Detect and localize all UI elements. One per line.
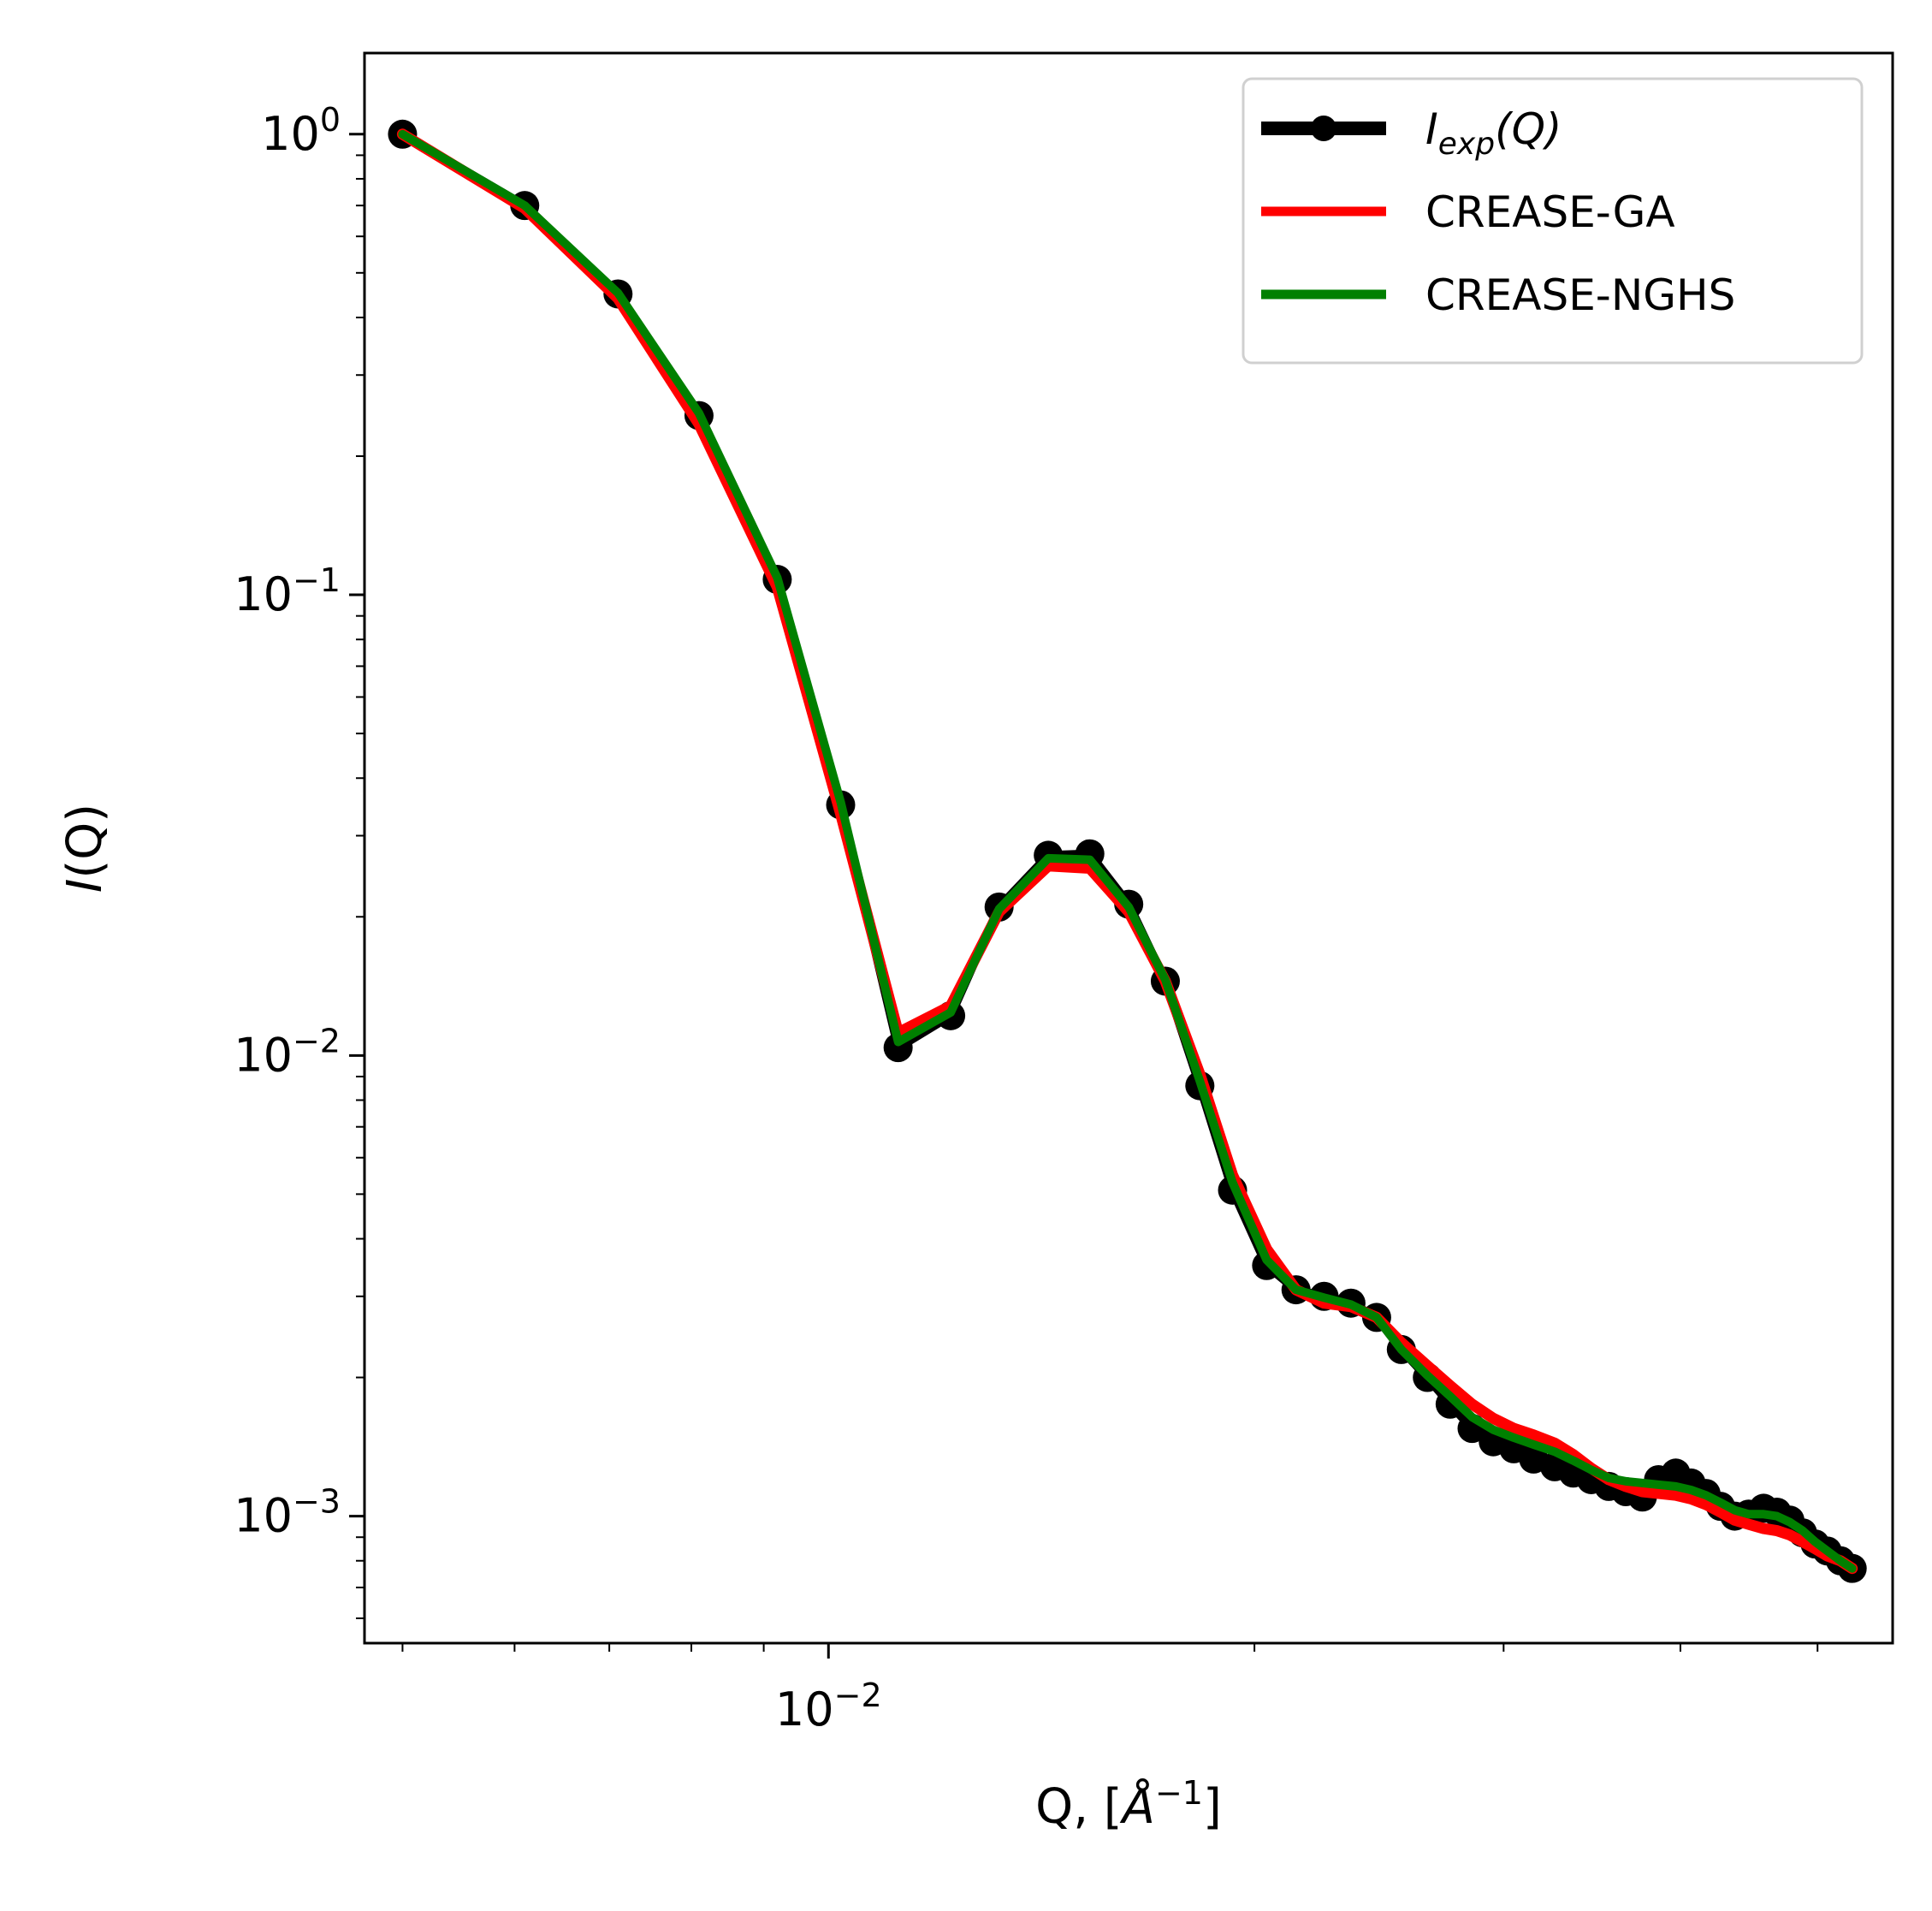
series-layer (388, 119, 1867, 1583)
y-axis-title: I(Q) (57, 804, 113, 893)
legend-label: Iexp(Q) (1425, 104, 1562, 162)
y-tick-label: 10−2 (234, 1022, 341, 1082)
legend-item: Iexp(Q) (1261, 104, 1562, 162)
series-line (398, 129, 1857, 1573)
legend-box (1242, 77, 1864, 365)
y-tick-label: 10−3 (234, 1483, 341, 1543)
legend-items: Iexp(Q) CREASE-GA CREASE-NGHS (1261, 104, 1735, 320)
legend-label: CREASE-GA (1425, 187, 1675, 237)
plot-area (363, 51, 1894, 1645)
legend-item: CREASE-NGHS (1261, 270, 1735, 320)
series-3 (398, 129, 1857, 1573)
legend: Iexp(Q) CREASE-GA CREASE-NGHS (1242, 77, 1864, 365)
legend-item: CREASE-GA (1261, 187, 1675, 237)
y-tick-label: 100 (261, 101, 341, 161)
legend-marker (1311, 116, 1336, 141)
legend-label: CREASE-NGHS (1425, 270, 1735, 320)
axes-frame (363, 51, 1894, 1645)
